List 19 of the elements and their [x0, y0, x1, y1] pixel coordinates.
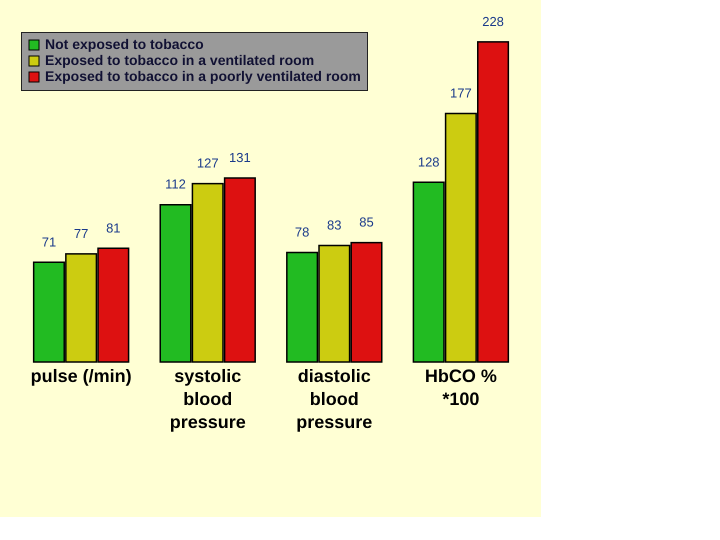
data-label: 131	[229, 150, 251, 166]
data-label: 127	[196, 156, 219, 171]
x-tick-label: diastolic blood pressure	[296, 366, 372, 432]
x-tick-label: pulse (/min)	[30, 366, 132, 386]
legend-label: Exposed to tobacco in a ventilated room	[45, 52, 314, 68]
data-label: 112	[165, 176, 186, 192]
data-label: 85	[359, 214, 374, 230]
data-label: 177	[450, 85, 472, 100]
x-tick-label: systolic blood pressure	[170, 366, 246, 432]
data-label: 78	[294, 224, 310, 240]
legend-label: Exposed to tobacco in a poorly ventilated room	[45, 68, 361, 84]
data-label: 228	[482, 14, 504, 29]
legend-label: Not exposed to tobacco	[45, 36, 204, 52]
data-label: 81	[106, 220, 121, 236]
data-label: 77	[74, 226, 88, 241]
data-label: 128	[418, 154, 440, 170]
data-label: 71	[42, 234, 56, 250]
x-tick-label: HbCO % *100	[424, 366, 497, 409]
data-label: 83	[327, 217, 342, 232]
